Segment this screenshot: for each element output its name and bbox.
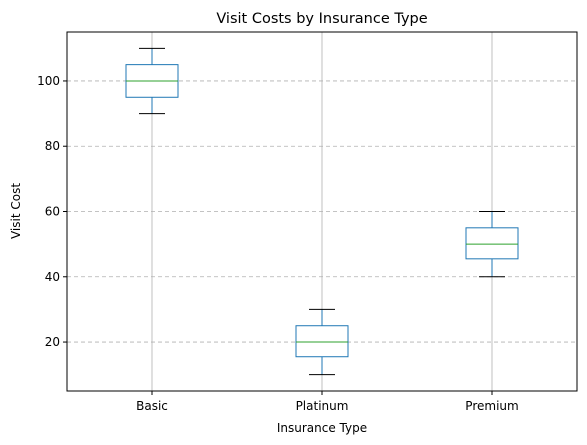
x-tick-label: Basic	[136, 399, 168, 413]
box-plot-series	[125, 47, 519, 376]
y-axis-ticks: 20 40 60 80 100	[37, 74, 67, 349]
x-axis-label: Insurance Type	[277, 421, 367, 435]
x-axis-ticks: Basic Platinum Premium	[136, 391, 519, 413]
y-tick-label: 40	[45, 270, 60, 284]
x-tick-label: Platinum	[296, 399, 349, 413]
box-basic	[125, 47, 179, 115]
box-premium	[465, 211, 519, 278]
y-tick-label: 80	[45, 139, 60, 153]
y-tick-label: 20	[45, 335, 60, 349]
y-axis-label: Visit Cost	[9, 183, 23, 239]
y-tick-label: 60	[45, 205, 60, 219]
box-platinum	[295, 308, 349, 376]
x-tick-label: Premium	[465, 399, 518, 413]
iqr-box	[295, 325, 349, 358]
y-tick-label: 100	[37, 74, 60, 88]
chart-title: Visit Costs by Insurance Type	[216, 11, 427, 27]
iqr-box	[465, 227, 519, 260]
